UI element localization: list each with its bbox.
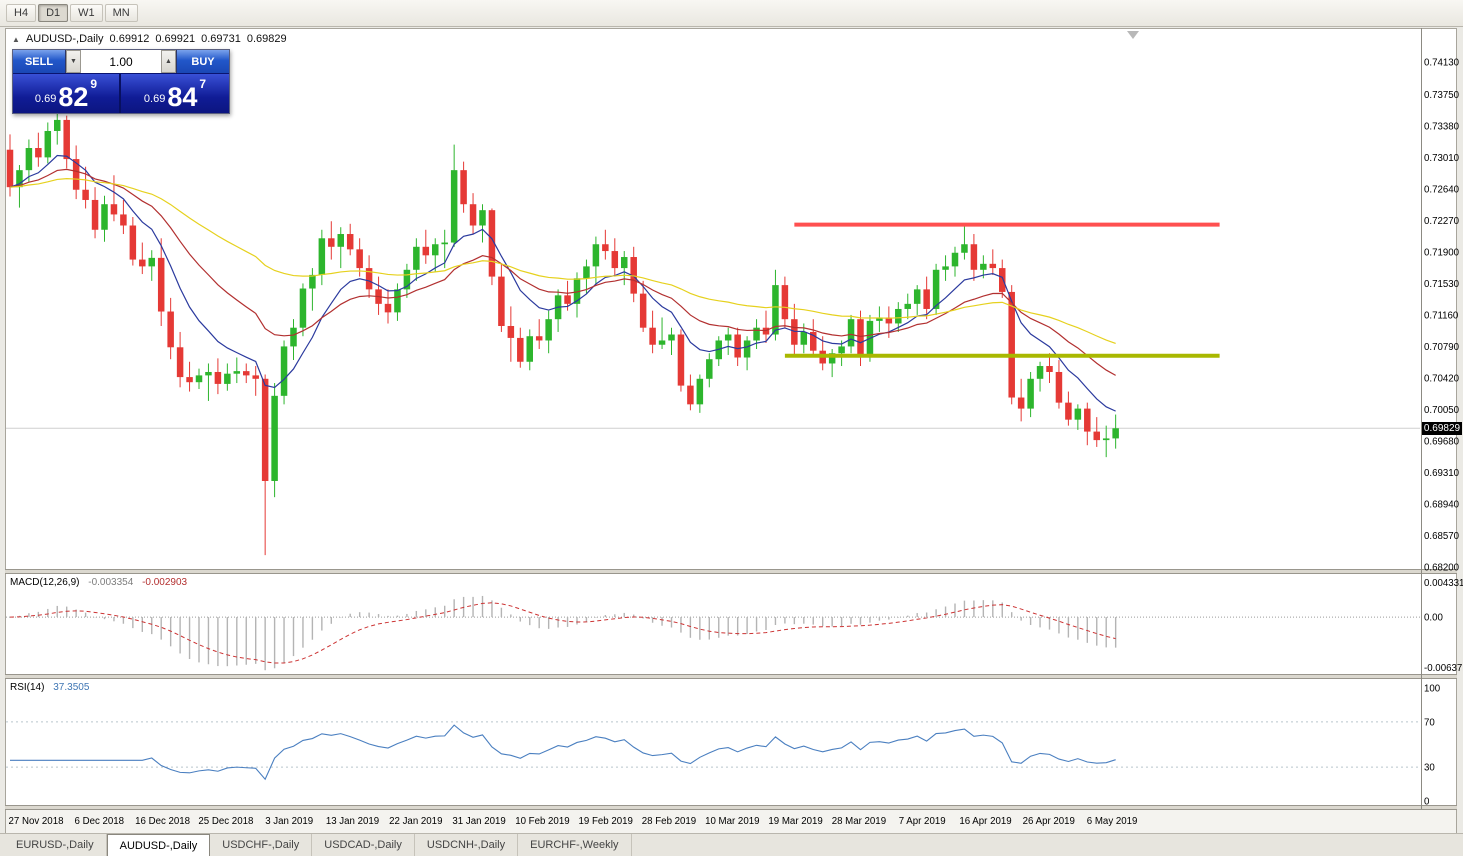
volume-down-button[interactable]: ▼ xyxy=(66,50,81,73)
buy-price-pips: 84 xyxy=(167,82,198,113)
sell-price-pips: 82 xyxy=(58,82,89,113)
buy-price-fraction: 7 xyxy=(199,77,207,91)
chart-collapse-icon[interactable]: ▲ xyxy=(12,34,20,44)
macd-name: MACD(12,26,9) xyxy=(10,577,80,588)
timeframe-button-h4[interactable]: H4 xyxy=(6,4,37,22)
panel-separator-rsi[interactable] xyxy=(5,674,1457,679)
buy-button[interactable]: BUY xyxy=(177,50,229,73)
chart-tab-bar: EURUSD-,Daily AUDUSD-,Daily USDCHF-,Daily U… xyxy=(0,833,1463,856)
macd-signal-value: -0.002903 xyxy=(142,577,188,588)
ohlc-high: 0.69921 xyxy=(155,33,196,45)
current-price-tag: 0.69829 xyxy=(1422,421,1462,435)
sell-price-panel[interactable]: 0.69 82 9 xyxy=(13,74,121,113)
chart-tab-usdcnh-daily[interactable]: USDCNH-,Daily xyxy=(415,834,519,856)
rsi-name: RSI(14) xyxy=(10,682,45,693)
panel-separator-dates xyxy=(5,805,1457,810)
chart-tab-eurchf-weekly[interactable]: EURCHF-,Weekly xyxy=(518,834,632,856)
sell-price-base: 0.69 xyxy=(34,93,57,105)
chart-tab-audusd-daily[interactable]: AUDUSD-,Daily xyxy=(106,834,211,856)
timeframe-button-d1[interactable]: D1 xyxy=(38,4,69,22)
chart-tab-eurusd-daily[interactable]: EURUSD-,Daily xyxy=(4,834,107,856)
ohlc-close: 0.69829 xyxy=(246,33,287,45)
volume-up-button[interactable]: ▲ xyxy=(161,50,176,73)
chart-ohlc-header: ▲ AUDUSD-,Daily 0.69912 0.69921 0.69731 … xyxy=(12,33,287,45)
chart-window[interactable] xyxy=(5,28,1457,833)
macd-main-value: -0.003354 xyxy=(88,577,134,588)
panel-separator-macd[interactable] xyxy=(5,569,1457,574)
macd-panel-label: MACD(12,26,9) -0.003354 -0.002903 xyxy=(10,577,187,588)
timeframe-toolbar: H4 D1 W1 MN xyxy=(0,0,1463,27)
one-click-trading-widget: SELL ▼ 1.00 ▲ BUY 0.69 82 9 0.69 84 7 xyxy=(12,49,230,114)
ohlc-low: 0.69731 xyxy=(201,33,241,45)
rsi-value: 37.3505 xyxy=(53,682,90,693)
sell-price-fraction: 9 xyxy=(90,77,98,91)
sell-button[interactable]: SELL xyxy=(13,50,65,73)
timeframe-button-w1[interactable]: W1 xyxy=(70,4,103,22)
buy-price-panel[interactable]: 0.69 84 7 xyxy=(121,74,229,113)
chart-tab-usdcad-daily[interactable]: USDCAD-,Daily xyxy=(312,834,415,856)
volume-input[interactable]: 1.00 xyxy=(81,50,161,73)
ohlc-open: 0.69912 xyxy=(109,33,150,45)
price-axis-divider xyxy=(1421,28,1422,809)
chart-shift-marker-icon[interactable] xyxy=(1127,31,1139,39)
date-axis-strip[interactable] xyxy=(6,810,1456,833)
chart-symbol-period: AUDUSD-,Daily xyxy=(25,33,104,45)
chart-tab-usdchf-daily[interactable]: USDCHF-,Daily xyxy=(210,834,313,856)
rsi-panel-label: RSI(14) 37.3505 xyxy=(10,682,89,693)
buy-price-base: 0.69 xyxy=(143,93,166,105)
timeframe-button-mn[interactable]: MN xyxy=(104,4,138,22)
